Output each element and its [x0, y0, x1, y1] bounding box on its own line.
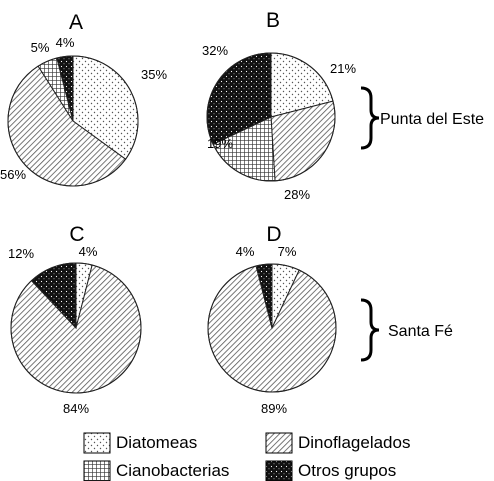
legend-label-dinoflagelados: Dinoflagelados — [298, 433, 410, 452]
data-label-d-otros-grupos: 4% — [236, 244, 255, 259]
data-label-a-otros-grupos: 4% — [56, 35, 75, 50]
data-label-b-otros-grupos: 32% — [202, 43, 228, 58]
data-label-a-cianobacterias: 5% — [31, 40, 50, 55]
data-label-b-cianobacterias: 19% — [207, 136, 233, 151]
panel-letter-a: A — [69, 11, 83, 34]
data-label-d-dinoflagelados: 89% — [261, 401, 287, 416]
legend-swatch-dinoflagelados — [265, 432, 293, 454]
data-label-b-dinoflagelados: 28% — [284, 187, 310, 202]
panel-letter-c: C — [69, 223, 84, 246]
bracket-santa-fe — [360, 298, 380, 362]
group-label-santa-fe: Santa Fé — [388, 323, 453, 340]
panel-letter-b: B — [266, 9, 280, 32]
data-label-b-diatomeas: 21% — [330, 61, 356, 76]
legend-label-otros-grupos: Otros grupos — [298, 461, 396, 480]
legend-swatch-diatomeas — [83, 432, 111, 454]
pie-outline-a — [7, 55, 139, 187]
legend-label-cianobacterias: Cianobacterias — [116, 461, 229, 480]
legend-swatch-cianobacterias — [83, 460, 111, 481]
legend-label-diatomeas: Diatomeas — [116, 433, 197, 452]
bracket-punta-del-este — [360, 86, 380, 150]
data-label-c-diatomeas: 4% — [79, 244, 98, 259]
data-label-a-diatomeas: 35% — [141, 67, 167, 82]
legend: Diatomeas Dinoflagelados Cianobacterias … — [83, 432, 410, 481]
legend-swatch-otros-grupos — [265, 460, 293, 481]
pie-outline-c — [10, 262, 142, 394]
data-label-c-otros-grupos: 12% — [8, 246, 34, 261]
panel-letter-d: D — [266, 223, 281, 246]
data-label-d-diatomeas: 7% — [278, 244, 297, 259]
group-label-punta-del-este: Punta del Este — [380, 111, 484, 128]
data-label-c-dinoflagelados: 84% — [63, 401, 89, 416]
data-label-a-dinoflagelados: 56% — [0, 167, 26, 182]
pie-outline-b — [206, 52, 336, 182]
pie-outline-d — [207, 263, 337, 393]
